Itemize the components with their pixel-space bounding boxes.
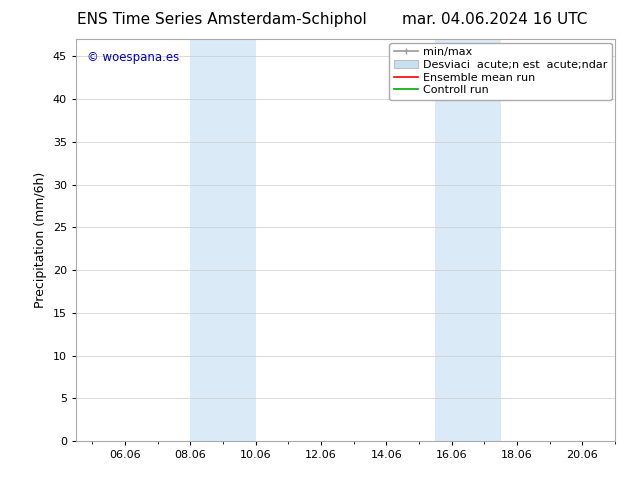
Y-axis label: Precipitation (mm/6h): Precipitation (mm/6h) xyxy=(34,172,48,308)
Bar xyxy=(436,39,501,441)
Text: ENS Time Series Amsterdam-Schiphol: ENS Time Series Amsterdam-Schiphol xyxy=(77,12,367,27)
Text: © woespana.es: © woespana.es xyxy=(87,51,179,64)
Legend: min/max, Desviaci  acute;n est  acute;ndar, Ensemble mean run, Controll run: min/max, Desviaci acute;n est acute;ndar… xyxy=(389,43,612,100)
Bar xyxy=(190,39,256,441)
Text: mar. 04.06.2024 16 UTC: mar. 04.06.2024 16 UTC xyxy=(402,12,587,27)
